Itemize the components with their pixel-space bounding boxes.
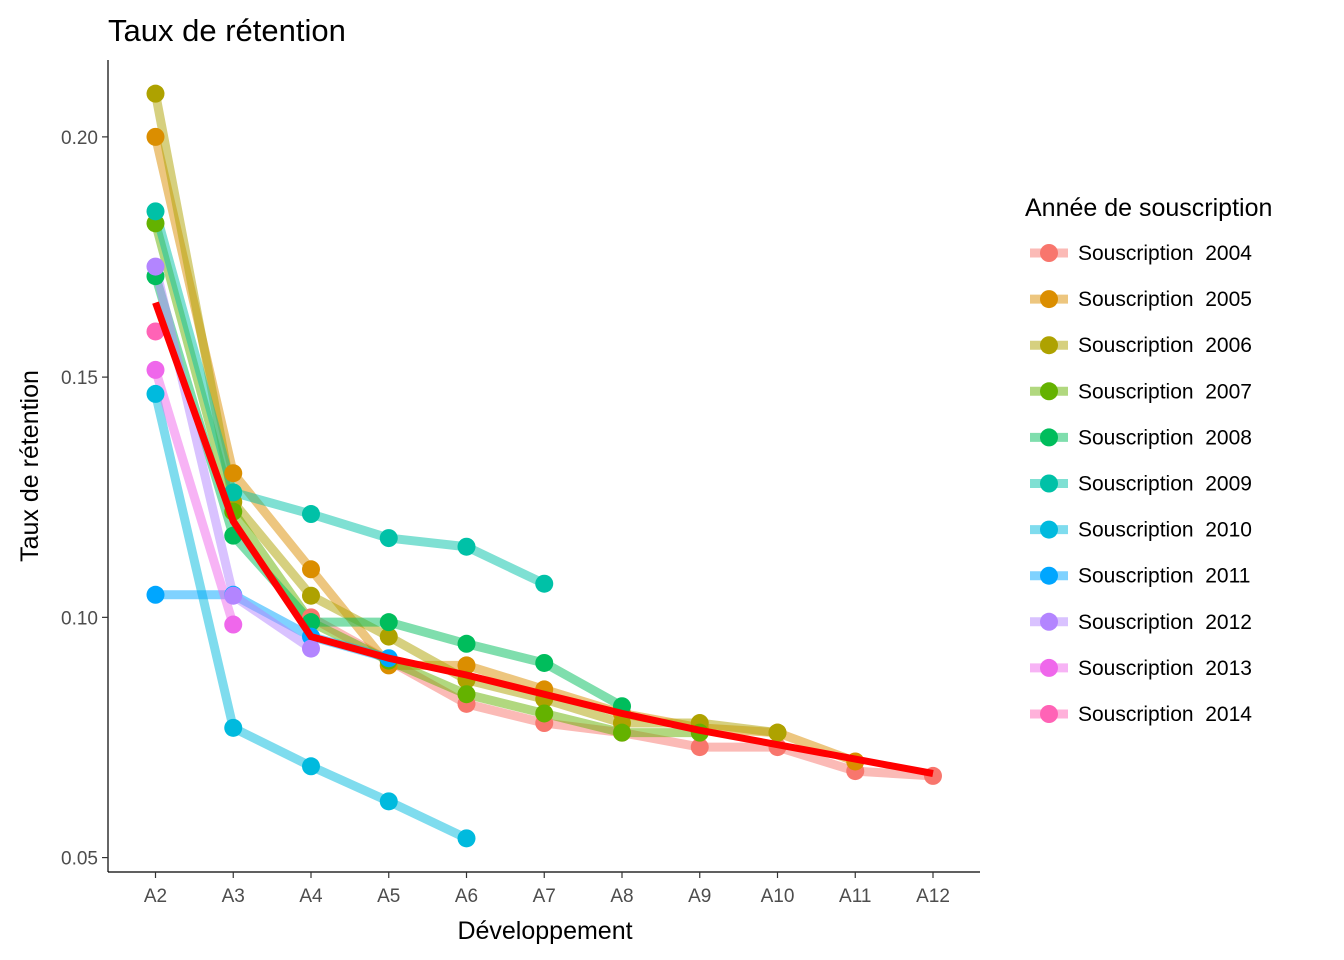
data-point: [224, 615, 243, 634]
legend-key-point: [1040, 336, 1058, 355]
x-axis-title: Développement: [457, 917, 632, 945]
data-point: [302, 560, 320, 579]
x-tick-label: A7: [533, 886, 556, 907]
data-point: [146, 322, 165, 341]
legend-label: Souscription 2006: [1078, 334, 1252, 357]
x-tick-label: A3: [222, 886, 245, 907]
data-point: [146, 384, 165, 403]
y-ticks: 0.05 0.10 0.15 0.20: [61, 128, 108, 870]
legend-key-point: [1040, 474, 1058, 493]
legend-label: Souscription 2011: [1078, 565, 1250, 588]
x-tick-label: A12: [916, 886, 950, 907]
x-ticks: A2 A3 A4 A5 A6 A7 A8 A9 A10 A11 A12: [144, 872, 950, 907]
legend-label: Souscription 2005: [1078, 288, 1252, 311]
legend-label: Souscription 2012: [1078, 611, 1252, 634]
data-point: [146, 202, 165, 221]
data-point: [613, 723, 631, 742]
legend-key-point: [1040, 658, 1058, 677]
legend-label: Souscription 2013: [1078, 657, 1252, 680]
x-tick-label: A11: [839, 886, 871, 907]
legend-key-point: [1040, 520, 1058, 539]
x-tick-label: A8: [610, 886, 633, 907]
legend-items: Souscription 2004 Souscription 2005 Souscr…: [1030, 242, 1252, 726]
legend-title: Année de souscription: [1025, 194, 1272, 222]
data-point: [768, 723, 787, 742]
series-line: [151, 222, 700, 738]
x-tick-label: A9: [688, 886, 711, 907]
data-point: [457, 634, 476, 653]
legend-key-point: [1040, 566, 1058, 585]
series-line: [151, 210, 547, 588]
data-point: [457, 656, 476, 675]
legend-label: Souscription 2004: [1078, 242, 1252, 265]
legend-label: Souscription 2008: [1078, 426, 1252, 449]
data-point: [457, 537, 476, 556]
legend-label: Souscription 2014: [1078, 703, 1252, 726]
data-point: [146, 360, 165, 379]
data-point: [224, 586, 243, 605]
series-points: [146, 84, 942, 848]
data-point: [146, 127, 165, 146]
legend-key-point: [1040, 428, 1058, 447]
overlay-line: [152, 301, 934, 777]
data-point: [302, 757, 320, 776]
data-point: [535, 574, 554, 593]
legend-label: Souscription 2010: [1078, 519, 1252, 542]
y-tick-label: 0.10: [61, 608, 98, 629]
data-point: [379, 627, 398, 646]
data-point: [302, 639, 320, 658]
legend-key-point: [1040, 705, 1058, 723]
data-point: [302, 505, 320, 524]
x-tick-label: A5: [377, 886, 400, 907]
data-point: [302, 586, 320, 605]
legend-key-point: [1040, 290, 1058, 309]
data-point: [224, 718, 243, 737]
data-point: [379, 529, 398, 548]
data-point: [457, 829, 476, 848]
series-line: [151, 135, 857, 766]
legend-key-point: [1040, 612, 1058, 631]
data-point: [146, 257, 165, 276]
legend: Année de souscription Souscription 2004S…: [1025, 194, 1272, 726]
mean-overlay: [152, 301, 934, 777]
legend-key-point: [1040, 244, 1058, 262]
y-tick-label: 0.20: [61, 128, 98, 149]
y-tick-label: 0.05: [61, 849, 98, 870]
data-point: [379, 792, 398, 811]
data-point: [224, 464, 243, 483]
data-point: [146, 585, 165, 604]
y-tick-label: 0.15: [61, 368, 98, 389]
x-tick-label: A10: [761, 886, 795, 907]
data-point: [224, 483, 243, 502]
data-point: [690, 738, 709, 757]
data-point: [379, 613, 398, 632]
data-point: [146, 84, 165, 103]
x-tick-label: A6: [455, 886, 478, 907]
data-point: [535, 653, 554, 672]
data-point: [457, 685, 476, 704]
data-point: [535, 704, 554, 723]
y-axis-title: Taux de rétention: [16, 370, 44, 562]
series-line: [151, 368, 238, 626]
chart-title: Taux de rétention: [108, 13, 346, 48]
legend-label: Souscription 2009: [1078, 473, 1252, 496]
x-tick-label: A4: [299, 886, 323, 907]
axes: [107, 60, 980, 873]
x-tick-label: A2: [144, 886, 167, 907]
legend-key-point: [1040, 382, 1058, 401]
legend-label: Souscription 2007: [1078, 380, 1252, 403]
